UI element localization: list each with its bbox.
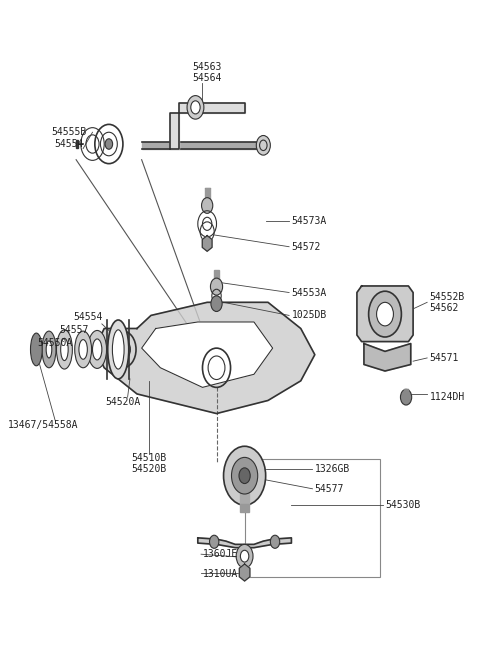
Text: 1360JE: 1360JE — [203, 549, 238, 559]
Ellipse shape — [88, 330, 107, 369]
Text: 54554: 54554 — [73, 312, 103, 322]
Polygon shape — [76, 140, 78, 148]
Polygon shape — [240, 504, 249, 512]
Text: 54557: 54557 — [59, 325, 88, 335]
Text: 54563
54564: 54563 54564 — [192, 62, 222, 83]
Circle shape — [202, 198, 213, 214]
Polygon shape — [205, 188, 209, 201]
Ellipse shape — [31, 333, 42, 366]
Text: 54510B
54520B: 54510B 54520B — [131, 453, 166, 474]
Text: 1025DB: 1025DB — [291, 310, 327, 321]
Polygon shape — [214, 269, 219, 283]
Ellipse shape — [42, 331, 56, 368]
Polygon shape — [404, 389, 408, 397]
Text: 54530B: 54530B — [385, 500, 420, 510]
Polygon shape — [142, 142, 268, 148]
Polygon shape — [357, 286, 413, 342]
Circle shape — [400, 390, 412, 405]
Ellipse shape — [108, 320, 129, 379]
Circle shape — [240, 551, 249, 562]
Circle shape — [377, 302, 394, 326]
Circle shape — [270, 535, 280, 549]
Text: 54520A: 54520A — [105, 397, 141, 407]
Text: 54555B
54554: 54555B 54554 — [51, 127, 87, 148]
Circle shape — [236, 545, 253, 568]
Text: 54572: 54572 — [291, 242, 321, 252]
Polygon shape — [198, 538, 291, 548]
Ellipse shape — [112, 330, 124, 369]
Ellipse shape — [60, 338, 68, 361]
Circle shape — [239, 468, 250, 484]
Ellipse shape — [79, 340, 87, 359]
Polygon shape — [240, 479, 249, 505]
Text: 54573A: 54573A — [291, 215, 327, 225]
Circle shape — [231, 457, 258, 494]
Text: 1310UA: 1310UA — [203, 569, 238, 579]
Circle shape — [210, 278, 223, 295]
Circle shape — [369, 291, 401, 337]
Text: 13467/54558A: 13467/54558A — [8, 420, 79, 430]
Polygon shape — [95, 302, 315, 413]
Circle shape — [187, 96, 204, 119]
Ellipse shape — [93, 339, 102, 360]
Bar — [245, 459, 380, 577]
Text: 54577: 54577 — [315, 484, 344, 494]
Circle shape — [105, 139, 113, 149]
Text: 54571: 54571 — [430, 353, 459, 363]
Circle shape — [191, 101, 200, 114]
Polygon shape — [142, 322, 273, 388]
Polygon shape — [170, 102, 245, 148]
Circle shape — [256, 135, 270, 155]
Ellipse shape — [75, 331, 92, 368]
Text: 1326GB: 1326GB — [315, 464, 350, 474]
Circle shape — [211, 296, 222, 311]
Circle shape — [209, 535, 219, 549]
Circle shape — [224, 446, 265, 505]
Polygon shape — [202, 236, 212, 251]
Polygon shape — [240, 564, 250, 581]
Text: 54553A: 54553A — [291, 288, 327, 298]
Text: 1124DH: 1124DH — [430, 392, 465, 402]
Ellipse shape — [46, 341, 52, 358]
Ellipse shape — [57, 330, 72, 369]
Polygon shape — [364, 344, 411, 371]
Text: 54552B
54562: 54552B 54562 — [430, 292, 465, 313]
Text: 54550A: 54550A — [37, 338, 72, 348]
